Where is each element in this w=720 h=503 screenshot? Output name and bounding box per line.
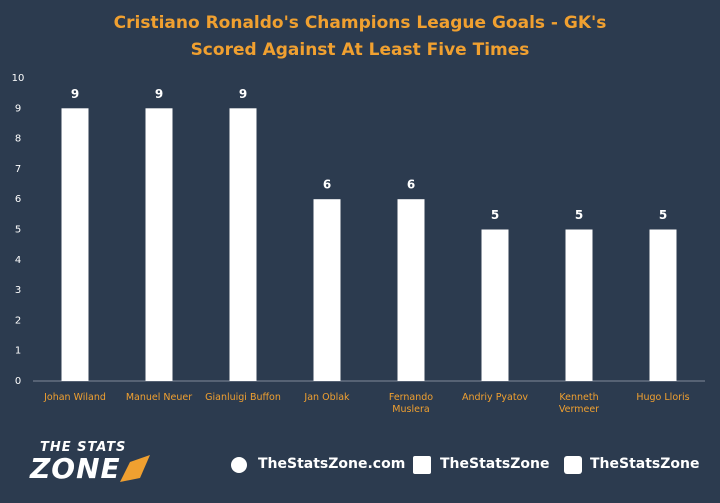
y-tick-label: 0: [15, 376, 21, 387]
y-tick-label: 6: [15, 194, 21, 205]
bar: [481, 229, 509, 381]
y-tick-label: 10: [12, 73, 25, 84]
bar: [397, 199, 425, 381]
bar: [313, 199, 341, 381]
x-tick-label: Gianluigi Buffon: [205, 392, 281, 403]
y-tick-label: 8: [15, 134, 21, 145]
data-label: 9: [155, 87, 163, 101]
logo-text: THE STATS: [40, 440, 127, 455]
data-label: 6: [323, 178, 331, 192]
data-label: 9: [239, 87, 247, 101]
y-tick-label: 9: [15, 103, 21, 114]
twitter-icon: [564, 456, 582, 474]
facebook: TheStatsZone: [440, 456, 550, 472]
x-tick-label: Johan Wiland: [44, 392, 106, 403]
data-label: 6: [407, 178, 415, 192]
data-label: 5: [491, 208, 499, 222]
bar: [145, 108, 173, 382]
facebook-icon: [413, 456, 431, 474]
y-tick-label: 7: [15, 164, 21, 175]
bar: [649, 229, 677, 381]
x-tick-label: Andriy Pyatov: [461, 392, 529, 403]
data-label: 5: [575, 208, 583, 222]
globe-icon: [231, 457, 247, 473]
x-tick-label: Fernando Muslera: [388, 392, 434, 415]
x-tick-label: Jan Oblak: [304, 392, 350, 403]
bar: [565, 229, 593, 381]
logo-text: ZONE: [30, 452, 121, 485]
logo-swoosh: [120, 455, 150, 482]
bar: [229, 108, 257, 382]
y-tick-label: 1: [15, 346, 21, 357]
x-tick-label: Kenneth Vermeer: [558, 392, 600, 415]
website: TheStatsZone.com: [258, 456, 406, 472]
x-tick-label: Hugo Lloris: [636, 392, 690, 403]
twitter: TheStatsZone: [590, 456, 700, 472]
y-tick-label: 2: [15, 315, 21, 326]
y-tick-label: 5: [15, 225, 21, 236]
y-tick-label: 4: [15, 255, 21, 266]
data-label: 9: [71, 87, 79, 101]
data-label: 5: [659, 208, 667, 222]
y-tick-label: 3: [15, 285, 21, 296]
bar: [61, 108, 89, 382]
x-tick-label: Manuel Neuer: [125, 392, 193, 403]
chart-title: Cristiano Ronaldo's Champions League Goa…: [113, 13, 607, 60]
